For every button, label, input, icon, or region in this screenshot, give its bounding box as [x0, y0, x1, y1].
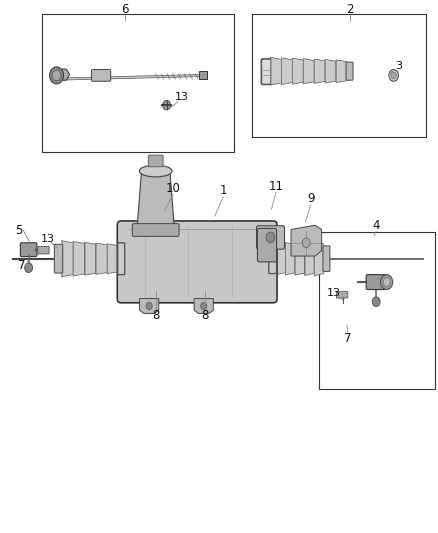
Text: 13: 13 — [175, 92, 189, 102]
Text: 6: 6 — [121, 3, 129, 15]
Circle shape — [302, 238, 310, 247]
Polygon shape — [271, 58, 282, 85]
FancyBboxPatch shape — [118, 243, 125, 274]
Polygon shape — [295, 242, 304, 275]
Polygon shape — [292, 58, 303, 84]
Circle shape — [383, 278, 390, 286]
FancyBboxPatch shape — [132, 224, 179, 237]
FancyBboxPatch shape — [42, 14, 234, 152]
Polygon shape — [286, 243, 295, 275]
FancyBboxPatch shape — [319, 232, 435, 389]
Circle shape — [266, 232, 275, 243]
FancyBboxPatch shape — [261, 59, 272, 84]
Polygon shape — [85, 242, 96, 275]
Text: 9: 9 — [307, 192, 314, 205]
Polygon shape — [304, 242, 314, 276]
Polygon shape — [336, 60, 347, 83]
Circle shape — [389, 70, 399, 81]
FancyBboxPatch shape — [148, 155, 163, 167]
FancyBboxPatch shape — [258, 229, 277, 262]
Text: 8: 8 — [201, 309, 209, 322]
Polygon shape — [137, 171, 174, 227]
FancyBboxPatch shape — [336, 292, 348, 298]
Polygon shape — [325, 59, 336, 83]
Polygon shape — [282, 58, 292, 85]
Polygon shape — [57, 69, 70, 80]
Text: 11: 11 — [268, 180, 283, 193]
Ellipse shape — [139, 165, 172, 177]
Circle shape — [391, 72, 396, 78]
FancyBboxPatch shape — [269, 244, 277, 273]
Text: 7: 7 — [344, 332, 352, 345]
FancyBboxPatch shape — [199, 71, 207, 78]
Text: 4: 4 — [372, 219, 380, 232]
FancyBboxPatch shape — [117, 221, 277, 303]
Text: 7: 7 — [18, 259, 25, 272]
Polygon shape — [194, 298, 213, 313]
FancyBboxPatch shape — [38, 246, 49, 254]
Text: 1: 1 — [219, 184, 227, 197]
Polygon shape — [140, 298, 159, 313]
FancyBboxPatch shape — [257, 226, 285, 249]
Circle shape — [25, 263, 32, 272]
Circle shape — [162, 100, 170, 110]
Text: 13: 13 — [326, 288, 340, 298]
Text: 8: 8 — [152, 309, 159, 322]
Circle shape — [146, 302, 152, 310]
FancyBboxPatch shape — [323, 246, 330, 271]
Polygon shape — [107, 244, 119, 273]
FancyBboxPatch shape — [20, 243, 37, 256]
Circle shape — [372, 297, 380, 306]
FancyBboxPatch shape — [346, 62, 353, 80]
Text: 10: 10 — [166, 182, 180, 195]
FancyBboxPatch shape — [54, 244, 63, 273]
Text: 5: 5 — [15, 224, 23, 237]
Text: 13: 13 — [41, 233, 55, 244]
Polygon shape — [303, 59, 314, 84]
Polygon shape — [73, 241, 85, 276]
Circle shape — [381, 274, 393, 289]
Polygon shape — [291, 225, 321, 256]
Polygon shape — [314, 241, 324, 276]
Text: 3: 3 — [396, 61, 403, 71]
Circle shape — [201, 302, 207, 310]
Circle shape — [52, 70, 61, 80]
FancyBboxPatch shape — [252, 14, 426, 136]
Polygon shape — [96, 243, 107, 274]
Polygon shape — [276, 243, 286, 274]
Polygon shape — [57, 74, 206, 80]
FancyBboxPatch shape — [366, 274, 385, 289]
Circle shape — [49, 67, 64, 84]
Polygon shape — [62, 240, 73, 277]
FancyBboxPatch shape — [92, 70, 111, 81]
Polygon shape — [314, 59, 325, 83]
Text: 2: 2 — [346, 3, 354, 15]
